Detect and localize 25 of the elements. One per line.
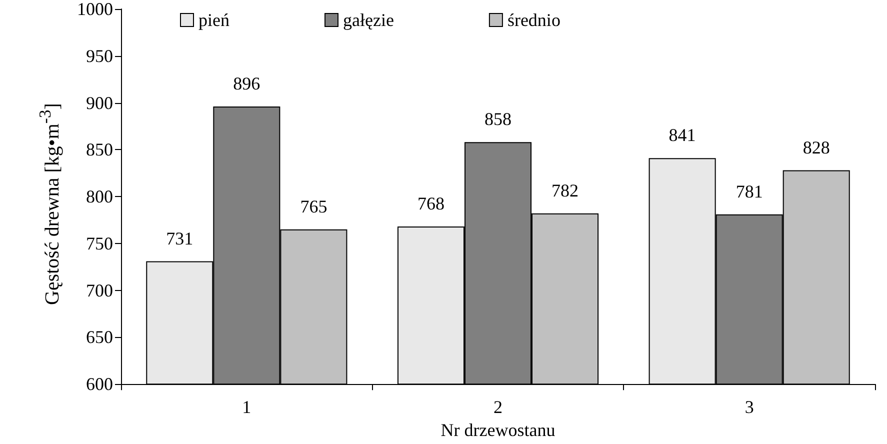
x-axis-title: Nr drzewostanu — [440, 420, 556, 440]
data-label: 858 — [484, 109, 512, 130]
data-label: 768 — [417, 194, 444, 214]
legend-label: pień — [198, 10, 230, 30]
data-label: 731 — [166, 228, 194, 248]
y-tick-label: 600 — [86, 374, 113, 394]
data-label: 765 — [300, 196, 328, 216]
x-tick-label: 1 — [242, 397, 252, 418]
x-tick-label: 2 — [494, 397, 502, 418]
data-label: 841 — [668, 125, 696, 146]
y-tick-label: 650 — [86, 327, 113, 348]
y-tick-label: 850 — [86, 140, 113, 160]
data-label: 828 — [802, 137, 830, 158]
y-tick-label: 800 — [86, 186, 113, 207]
data-label: 782 — [552, 180, 579, 200]
y-tick-label: 950 — [86, 46, 113, 66]
x-tick-label: 3 — [744, 397, 754, 418]
data-label: 896 — [233, 74, 260, 94]
y-tick-label: 1000 — [77, 0, 113, 19]
legend-label: gałęzie — [342, 10, 394, 30]
data-label: 781 — [736, 181, 763, 202]
y-tick-label: 900 — [86, 92, 113, 113]
legend-label: średnio — [507, 10, 560, 30]
y-tick-label: 700 — [86, 280, 113, 300]
y-tick-label: 750 — [86, 233, 113, 254]
